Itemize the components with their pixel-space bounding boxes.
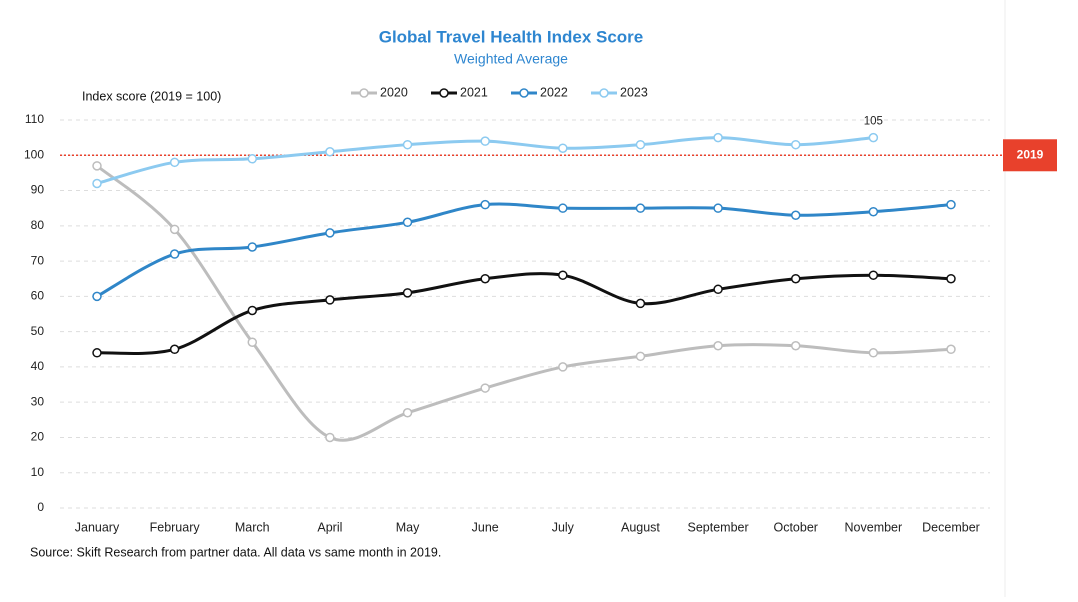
x-tick-label: January bbox=[75, 520, 120, 534]
data-point bbox=[713, 132, 723, 143]
data-point bbox=[480, 383, 490, 393]
data-point bbox=[868, 348, 879, 358]
data-point bbox=[790, 273, 801, 284]
y-axis-label: Index score (2019 = 100) bbox=[82, 89, 221, 103]
y-tick-label: 10 bbox=[31, 465, 45, 479]
data-point bbox=[325, 432, 335, 443]
data-point bbox=[92, 161, 102, 171]
legend-marker bbox=[519, 88, 529, 98]
data-point bbox=[713, 340, 723, 351]
x-tick-label: June bbox=[472, 520, 499, 534]
y-tick-label: 60 bbox=[31, 289, 45, 303]
legend-label: 2021 bbox=[460, 85, 488, 99]
y-tick-label: 90 bbox=[31, 183, 45, 197]
data-point bbox=[868, 270, 879, 280]
data-point bbox=[790, 139, 801, 150]
data-point bbox=[402, 288, 413, 298]
x-tick-label: September bbox=[688, 520, 749, 534]
legend-label: 2020 bbox=[380, 85, 408, 99]
data-point bbox=[790, 340, 801, 351]
data-point bbox=[558, 143, 568, 153]
legend-marker bbox=[599, 88, 609, 98]
x-tick-label: July bbox=[552, 520, 575, 534]
data-point bbox=[868, 132, 879, 143]
data-point bbox=[169, 157, 180, 168]
data-point bbox=[402, 408, 413, 418]
data-point bbox=[713, 284, 723, 295]
data-point bbox=[946, 344, 956, 355]
data-label: 105 bbox=[864, 116, 883, 128]
data-point bbox=[635, 351, 646, 362]
data-point bbox=[558, 362, 568, 372]
y-tick-label: 110 bbox=[25, 112, 44, 126]
data-point bbox=[92, 178, 102, 189]
data-point bbox=[713, 203, 723, 213]
y-tick-label: 70 bbox=[31, 253, 45, 267]
data-point bbox=[402, 217, 413, 228]
reference-label: 2019 bbox=[1017, 147, 1044, 161]
data-point bbox=[480, 273, 490, 284]
data-point bbox=[480, 136, 490, 146]
x-tick-label: August bbox=[621, 520, 660, 534]
data-point bbox=[247, 242, 258, 252]
y-tick-label: 100 bbox=[24, 147, 44, 161]
y-tick-label: 50 bbox=[31, 324, 45, 338]
x-tick-label: May bbox=[396, 520, 420, 534]
data-point bbox=[635, 298, 646, 309]
data-point bbox=[247, 154, 258, 164]
data-point bbox=[169, 249, 180, 259]
data-point bbox=[790, 210, 801, 220]
series-line bbox=[96, 202, 952, 298]
y-tick-label: 30 bbox=[31, 394, 45, 408]
data-point bbox=[946, 273, 956, 284]
x-tick-label: October bbox=[773, 520, 817, 534]
data-point bbox=[558, 203, 568, 213]
x-tick-label: March bbox=[235, 520, 270, 534]
data-point bbox=[868, 206, 879, 217]
series-line bbox=[96, 164, 952, 442]
chart-title: Global Travel Health Index Score bbox=[379, 27, 644, 46]
y-tick-label: 20 bbox=[31, 430, 45, 444]
data-point bbox=[169, 344, 180, 355]
data-point bbox=[247, 305, 258, 316]
chart-subtitle: Weighted Average bbox=[454, 51, 568, 67]
legend-label: 2023 bbox=[620, 85, 648, 99]
data-point bbox=[92, 348, 102, 358]
data-point bbox=[325, 228, 335, 238]
data-point bbox=[558, 270, 568, 280]
data-point bbox=[480, 199, 490, 210]
data-point bbox=[92, 291, 102, 302]
data-point bbox=[247, 337, 258, 347]
x-tick-label: November bbox=[845, 520, 903, 534]
x-tick-label: December bbox=[922, 520, 980, 534]
x-tick-label: April bbox=[317, 520, 342, 534]
data-point bbox=[325, 295, 335, 305]
data-point bbox=[325, 146, 335, 157]
x-tick-label: February bbox=[150, 520, 201, 534]
data-point bbox=[169, 224, 180, 235]
series-line bbox=[96, 272, 952, 355]
reference-label-box bbox=[1003, 139, 1057, 172]
data-point bbox=[402, 139, 413, 150]
legend-marker bbox=[439, 88, 449, 98]
source-note: Source: Skift Research from partner data… bbox=[30, 545, 441, 559]
data-point bbox=[635, 203, 646, 213]
legend-marker bbox=[359, 88, 369, 98]
data-point bbox=[946, 199, 956, 210]
data-point bbox=[635, 139, 646, 150]
y-tick-label: 80 bbox=[31, 218, 45, 232]
legend-label: 2022 bbox=[540, 85, 568, 99]
y-tick-label: 0 bbox=[37, 500, 44, 514]
y-tick-label: 40 bbox=[31, 359, 45, 373]
